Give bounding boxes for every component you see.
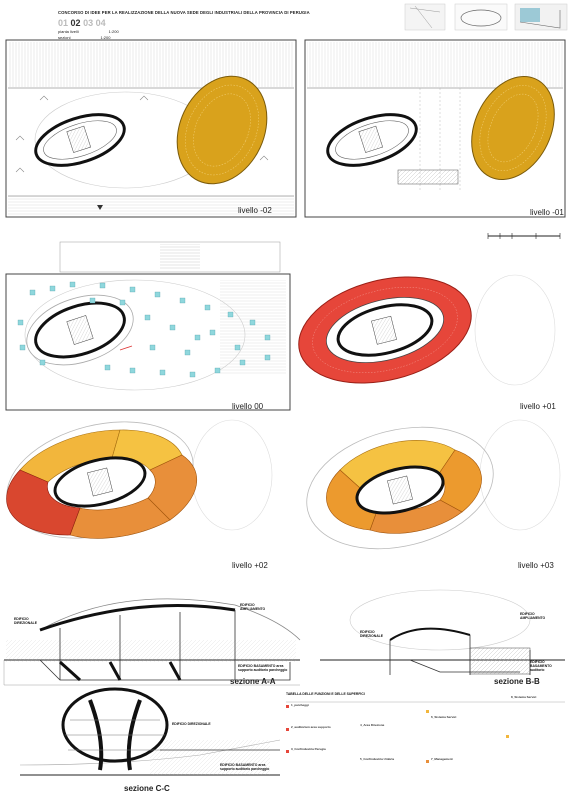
board-number-1: 01 xyxy=(58,18,69,28)
board-title: CONCORSO DI IDEE PER LA REALIZZAZIONE DE… xyxy=(58,10,310,15)
section-cc-drawing xyxy=(19,687,281,776)
table-group-8: 8_Sistema Servizi xyxy=(511,695,537,699)
plan-level-p1 xyxy=(298,274,556,386)
table-title: TABELLA DELLE FUNZIONI E DELLE SUPERFICI xyxy=(286,692,365,696)
aa-label-basamento: EDIFICIO BASAMENTO area supporto auditor… xyxy=(238,664,288,672)
table-group-3: 3_Confindustria Perugia xyxy=(291,746,326,751)
table-group-1: 1_parcheggi xyxy=(291,703,309,707)
table-frame xyxy=(286,701,565,763)
plan-level-p2 xyxy=(6,419,273,539)
scale-row-plans: pianta livelli 1:200 xyxy=(58,29,119,34)
table-column-2: 4_Area Direzione 5_Confindustria Umbria xyxy=(360,723,395,762)
cc-label-basamento: EDIFICIO BASAMENTO area supporto auditor… xyxy=(220,763,270,771)
section-aa-title: sezione A-A xyxy=(230,677,276,686)
section-aa-drawing xyxy=(3,598,301,686)
board-numbers: 01 02 03 04 xyxy=(58,18,106,28)
label-level-p3: livello +03 xyxy=(518,561,554,570)
board-number-3: 03 xyxy=(83,18,94,28)
table-column-4: 8_Sistema Servizi xyxy=(511,695,537,700)
cc-label-direzionale: EDIFICIO DIREZIONALE xyxy=(172,722,211,726)
plan-level-m2 xyxy=(5,39,297,218)
plan-level-m1 xyxy=(304,39,566,218)
scale-row-sections: sezioni 1:200 xyxy=(58,35,111,40)
bb-label-direzionale: EDIFICIO DIREZIONALE xyxy=(360,630,383,638)
label-level-p1: livello +01 xyxy=(520,402,556,411)
plan-level-p3 xyxy=(306,419,561,550)
label-level-m1: livello -01 xyxy=(530,208,564,217)
label-level-m2: livello -02 xyxy=(238,206,272,215)
aa-label-direzionale: EDIFICIO DIREZIONALE xyxy=(14,617,37,625)
table-group-4: 4_Area Direzione xyxy=(360,723,385,727)
section-cc-title: sezione C-C xyxy=(124,784,170,793)
table-column-3: 6_Sistema Servizi 7_Management xyxy=(431,715,457,762)
scale-bar xyxy=(487,233,561,239)
table-group-6: 6_Sistema Servizi xyxy=(431,715,457,719)
bb-label-ampliamento: EDIFICIO AMPLIAMENTO xyxy=(520,612,546,620)
scale-legend: pianta livelli 1:200 sezioni 1:200 xyxy=(58,29,119,41)
table-group-2: 2_auditorium area supporto xyxy=(291,724,331,729)
cyan-markers xyxy=(17,281,271,378)
board-number-active: 02 xyxy=(70,18,81,28)
section-bb-drawing xyxy=(320,589,565,675)
plan-level-00 xyxy=(5,241,291,411)
section-bb-title: sezione B-B xyxy=(494,677,540,686)
table-group-7: 7_Management xyxy=(431,756,453,761)
label-level-p2: livello +02 xyxy=(232,561,268,570)
table-column-1: 1_parcheggi 2_auditorium area supporto 3… xyxy=(291,703,331,752)
label-level-00: livello 00 xyxy=(232,402,264,411)
table-group-5: 5_Confindustria Umbria xyxy=(360,756,395,761)
header-thumbnails xyxy=(404,3,568,31)
bb-label-basamento: EDIFICIO BASAMENTO auditorio xyxy=(530,660,552,672)
aa-label-ampliamento: EDIFICIO AMPLIAMENTO xyxy=(240,603,266,611)
board-number-4: 04 xyxy=(95,18,106,28)
